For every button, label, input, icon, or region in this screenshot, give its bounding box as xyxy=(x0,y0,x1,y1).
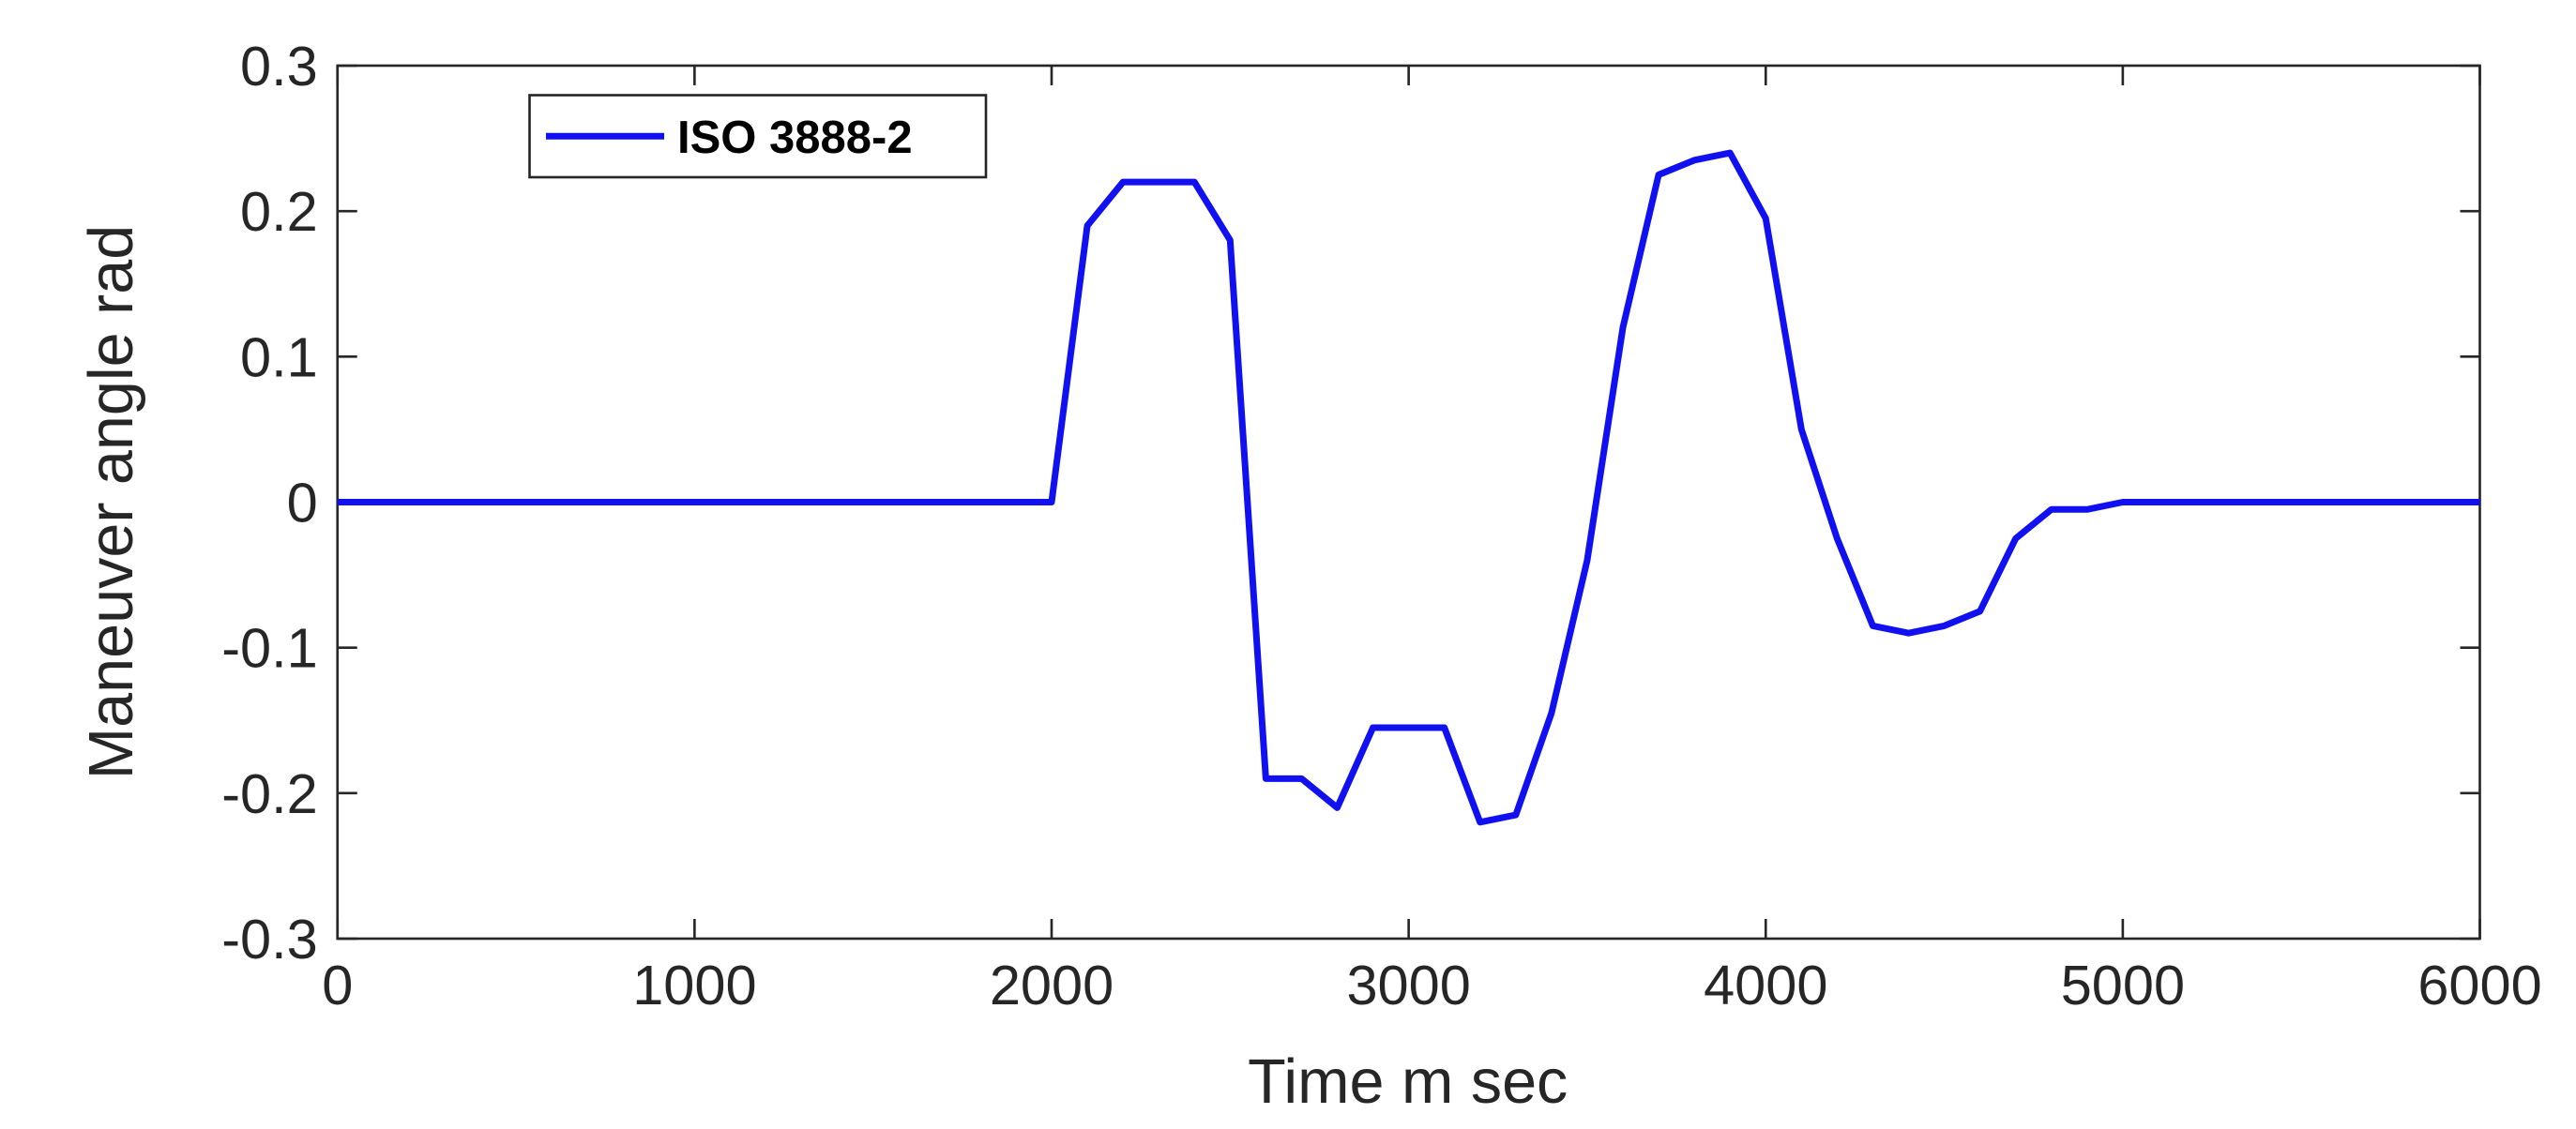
y-tick-label: -0.1 xyxy=(221,617,318,680)
y-tick-label: 0 xyxy=(287,472,318,534)
x-tick-label: 1000 xyxy=(632,954,756,1016)
y-tick-label: 0.1 xyxy=(240,325,318,388)
x-tick-label: 4000 xyxy=(1704,954,1827,1016)
x-axis-label: Time m sec xyxy=(1248,1047,1568,1117)
legend-label: ISO 3888-2 xyxy=(677,113,913,163)
x-tick-label: 0 xyxy=(322,954,353,1016)
y-tick-label: -0.2 xyxy=(221,762,318,825)
x-tick-label: 6000 xyxy=(2417,954,2541,1016)
y-axis-label: Maneuver angle rad xyxy=(77,225,146,780)
x-tick-label: 5000 xyxy=(2061,954,2185,1016)
y-tick-label: 0.2 xyxy=(240,180,318,243)
series-line xyxy=(337,149,2480,826)
x-tick-label: 2000 xyxy=(990,954,1114,1016)
x-tick-label: 3000 xyxy=(1346,954,1470,1016)
y-tick-label: 0.3 xyxy=(240,35,318,98)
y-tick-label: -0.3 xyxy=(221,908,318,971)
